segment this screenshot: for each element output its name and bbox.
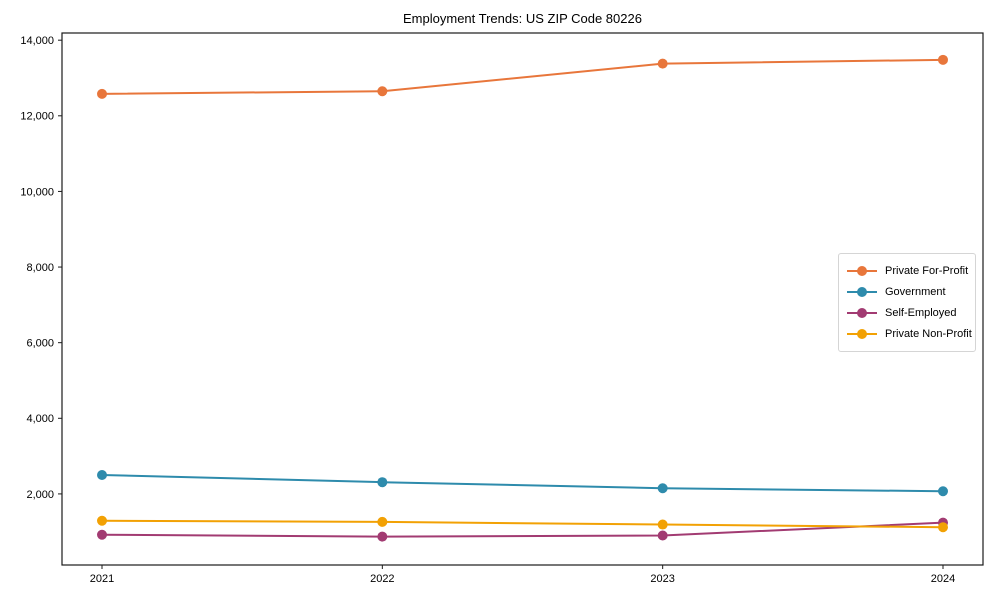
data-point-self-employed bbox=[657, 530, 668, 541]
x-axis-tick-label: 2022 bbox=[370, 573, 394, 585]
chart-title: Employment Trends: US ZIP Code 80226 bbox=[403, 11, 642, 26]
y-axis-tick-label: 2,000 bbox=[26, 489, 54, 501]
data-point-private-for-profit bbox=[377, 86, 388, 97]
y-axis-tick-label: 12,000 bbox=[20, 111, 54, 123]
legend-line-marker-icon bbox=[847, 307, 877, 318]
legend-marker-dot bbox=[857, 307, 867, 318]
y-axis-tick-label: 8,000 bbox=[26, 262, 54, 274]
data-point-private-non-profit bbox=[938, 522, 948, 533]
y-axis-tick-label: 14,000 bbox=[20, 35, 54, 47]
x-axis-tick-label: 2021 bbox=[90, 573, 114, 585]
series-line-private-non-profit bbox=[101, 519, 944, 529]
legend-line-marker-icon bbox=[847, 265, 877, 276]
legend-label: Self-Employed bbox=[885, 306, 957, 319]
series-line-private-for-profit bbox=[101, 58, 944, 95]
data-point-government bbox=[657, 483, 668, 494]
legend-marker-dot bbox=[857, 265, 867, 276]
data-point-government bbox=[938, 486, 948, 497]
legend-line-marker-icon bbox=[847, 286, 877, 297]
legend-label: Government bbox=[885, 285, 946, 298]
y-axis-tick-label: 6,000 bbox=[26, 338, 54, 350]
x-axis-tick-label: 2023 bbox=[650, 573, 674, 585]
legend-item: Self-Employed bbox=[847, 302, 967, 323]
data-point-government bbox=[377, 477, 388, 488]
legend-label: Private For-Profit bbox=[885, 264, 969, 277]
legend-marker-dot bbox=[857, 286, 867, 297]
data-point-private-non-profit bbox=[657, 519, 668, 530]
data-point-private-non-profit bbox=[97, 515, 107, 526]
legend-item: Private For-Profit bbox=[847, 260, 969, 281]
data-point-self-employed bbox=[377, 531, 388, 542]
y-axis-tick-label: 10,000 bbox=[20, 186, 54, 198]
y-axis-tick-label: 4,000 bbox=[26, 413, 54, 425]
data-point-private-for-profit bbox=[657, 58, 668, 69]
x-axis-tick-label: 2024 bbox=[931, 573, 955, 585]
legend-marker-dot bbox=[857, 328, 867, 339]
legend-line-marker-icon bbox=[847, 328, 877, 339]
data-point-self-employed bbox=[97, 529, 107, 540]
legend: Private For-Profit Government Self-Emplo… bbox=[838, 253, 976, 352]
legend-item: Government bbox=[847, 281, 967, 302]
data-point-private-non-profit bbox=[377, 516, 388, 527]
series-line-government bbox=[101, 474, 944, 493]
data-point-government bbox=[97, 470, 107, 481]
legend-label: Private Non-Profit bbox=[885, 327, 972, 340]
series-line-self-employed bbox=[101, 521, 944, 538]
data-point-private-for-profit bbox=[97, 88, 107, 99]
axes-frame bbox=[61, 32, 984, 566]
data-point-private-for-profit bbox=[938, 54, 948, 65]
legend-item: Private Non-Profit bbox=[847, 323, 972, 344]
